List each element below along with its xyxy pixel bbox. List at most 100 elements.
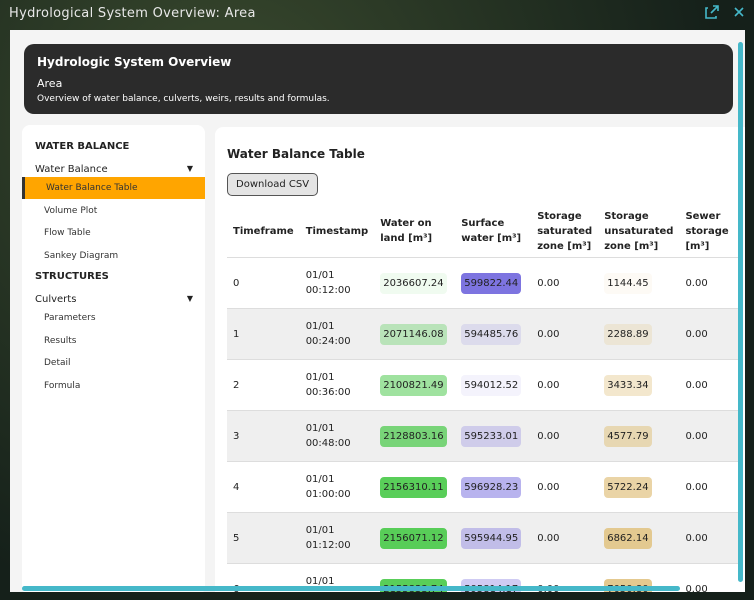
vertical-scrollbar[interactable]	[738, 42, 743, 582]
table-cell: 5	[227, 512, 300, 564]
cell-text: 5	[233, 532, 240, 544]
dropdown-arrow[interactable]: ▼	[186, 164, 193, 173]
cell-text: 0.00	[537, 430, 560, 442]
table-cell: 0.00	[531, 308, 599, 360]
nav-group[interactable]: Water Balance ▼	[35, 164, 193, 175]
sidebar: WATER BALANCE Water Balance ▼ Water Balance…	[22, 125, 205, 592]
header-row: Timeframe Timestamp Water on land [m³] Surf…	[227, 205, 739, 258]
cell-text: 594485.76	[461, 323, 522, 345]
table-cell: 1	[227, 308, 300, 360]
table-cell: 0.00	[679, 461, 740, 513]
cell-text: 3	[233, 430, 240, 442]
column-header: Timestamp	[305, 225, 369, 237]
cell-text: 0.00	[685, 379, 708, 391]
table-row: 3 01/01 00:48:00 2128803.16 595233.01 0.00 45…	[227, 410, 740, 462]
nav-item[interactable]: Volume Plot	[44, 205, 98, 216]
table-cell: 01/01 00:36:00	[299, 359, 375, 411]
nav-item[interactable]: Parameters	[44, 312, 96, 323]
cell-text: 2128803.16	[380, 425, 447, 447]
modal: Hydrologic System Overview Area Overview…	[10, 30, 745, 592]
table-cell: 3	[227, 410, 300, 462]
cell-text: 2288.89	[604, 323, 652, 345]
table-cell: 01/01 01:00:00	[299, 461, 375, 513]
cell-text: 0.00	[537, 328, 560, 340]
cell-text: 01/01 00:12:00	[305, 270, 351, 296]
table-cell: 599822.44	[455, 257, 532, 309]
dropdown-arrow[interactable]: ▼	[186, 293, 193, 303]
cell-text: 2156071.12	[380, 527, 447, 549]
nav-group-label: Water Balance	[35, 164, 108, 175]
table-cell: 01/01 00:48:00	[299, 410, 375, 462]
water-balance-table: Timeframe Timestamp Water on land [m³] Surf…	[227, 205, 740, 592]
table-cell: 4577.79	[598, 410, 680, 462]
table-cell: 0.00	[679, 257, 740, 309]
nav-item[interactable]: Flow Table	[44, 228, 91, 239]
table-cell: 594012.52	[455, 359, 532, 411]
table-cell: 4	[227, 461, 300, 513]
cell-text: 4577.79	[604, 425, 652, 447]
table-cell: 0.00	[679, 359, 740, 411]
table-cell: 01/01 01:12:00	[299, 512, 375, 564]
nav-item[interactable]: Water Balance Table	[22, 177, 205, 199]
table-cell: 2156310.11	[374, 461, 456, 513]
table-cell: 1144.45	[598, 257, 680, 309]
panel-title: Water Balance Table	[227, 147, 365, 161]
table-cell: 0.00	[531, 461, 599, 513]
table-row: 2 01/01 00:36:00 2100821.49 594012.52 0.00 34…	[227, 359, 740, 411]
table-cell: 594485.76	[455, 308, 532, 360]
table-cell: 0.00	[679, 563, 740, 592]
main-panel: Water Balance Table Download CSV Timefra…	[215, 127, 745, 592]
table-cell: 595233.01	[455, 410, 532, 462]
cell-text: 2071146.08	[380, 323, 447, 345]
table-cell: 595944.95	[455, 512, 532, 564]
nav-item[interactable]: Sankey Diagram	[44, 251, 119, 262]
cell-text: 0.00	[537, 277, 560, 289]
table-row: 0 01/01 00:12:00 2036607.24 599822.44 0.00 11…	[227, 257, 740, 309]
table-cell: 2100821.49	[374, 359, 456, 411]
cell-text: 0.00	[685, 532, 708, 544]
table-cell: 0.00	[531, 410, 599, 462]
cell-text: 1	[233, 328, 240, 340]
window-controls[interactable]	[705, 5, 747, 19]
section-heading: STRUCTURES	[35, 270, 109, 282]
table-cell: 2	[227, 359, 300, 411]
horizontal-scrollbar[interactable]	[22, 586, 680, 591]
section-heading: WATER BALANCE	[35, 141, 130, 152]
download-button[interactable]: Download CSV	[227, 173, 319, 196]
cell-text: 0.00	[685, 277, 708, 289]
cell-text: 0.00	[537, 532, 560, 544]
table-cell: 0.00	[531, 359, 599, 411]
cell-text: 01/01 01:24:00	[305, 576, 351, 592]
cell-text: 599822.44	[461, 272, 522, 294]
cell-text: 0.00	[537, 379, 560, 391]
cell-text: 01/01 00:24:00	[305, 321, 351, 347]
column-header: Storage saturated zone [m³]	[537, 210, 593, 252]
table-cell: 2128803.16	[374, 410, 456, 462]
nav-item[interactable]: Detail	[44, 358, 71, 369]
table-row: 1 01/01 00:24:00 2071146.08 594485.76 0.00 22…	[227, 308, 740, 360]
nav-item[interactable]: Results	[44, 335, 77, 346]
cell-text: 0	[233, 277, 240, 289]
cell-text: 2036607.24	[380, 272, 447, 294]
table-cell: 596928.23	[455, 461, 532, 513]
table-cell: 2288.89	[598, 308, 680, 360]
header: Hydrologic System Overview Area Overview…	[24, 44, 733, 114]
table-cell: 5722.24	[598, 461, 680, 513]
table-cell: 0.00	[531, 512, 599, 564]
cell-text: 01/01 00:48:00	[305, 423, 351, 449]
column-header: Storage unsaturated zone [m³]	[604, 210, 674, 252]
column-header: Timeframe	[233, 225, 294, 237]
table-cell: 01/01 00:12:00	[299, 257, 375, 309]
cell-text: 594012.52	[461, 374, 522, 396]
column-header: Water on land [m³]	[380, 218, 433, 244]
cell-text: 2156310.11	[380, 476, 447, 498]
cell-text: 0.00	[685, 328, 708, 340]
nav-group[interactable]: Culverts ▼	[35, 294, 193, 305]
cell-text: 01/01 00:36:00	[305, 372, 351, 398]
cell-text: 595233.01	[461, 425, 522, 447]
table-cell: 2156071.12	[374, 512, 456, 564]
cell-text: 4	[233, 481, 240, 493]
column-header: Sewer storage [m³]	[685, 210, 729, 252]
nav-item[interactable]: Formula	[44, 380, 81, 391]
